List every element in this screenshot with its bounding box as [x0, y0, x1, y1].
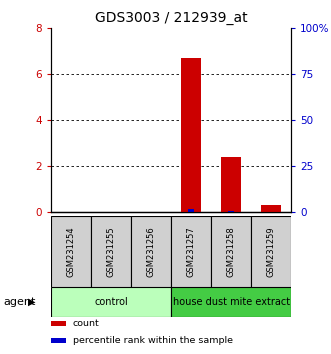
Bar	[188, 210, 194, 212]
Text: GSM231259: GSM231259	[267, 226, 276, 277]
Text: GSM231255: GSM231255	[107, 226, 116, 277]
Text: GSM231256: GSM231256	[147, 226, 156, 277]
Bar	[171, 216, 211, 287]
Bar	[221, 157, 241, 212]
Text: house dust mite extract: house dust mite extract	[173, 297, 290, 307]
Bar	[228, 211, 234, 212]
Bar	[51, 216, 91, 287]
Text: GSM231257: GSM231257	[187, 226, 196, 277]
Bar	[211, 216, 251, 287]
Text: agent: agent	[3, 297, 36, 307]
Bar	[261, 205, 281, 212]
Text: percentile rank within the sample: percentile rank within the sample	[73, 336, 233, 345]
Text: ▶: ▶	[28, 297, 35, 307]
Bar	[91, 216, 131, 287]
Title: GDS3003 / 212939_at: GDS3003 / 212939_at	[95, 11, 248, 24]
Text: control: control	[94, 297, 128, 307]
Text: GSM231258: GSM231258	[227, 226, 236, 277]
Bar	[251, 216, 291, 287]
Bar	[181, 58, 201, 212]
Bar	[51, 338, 66, 343]
Bar	[51, 321, 66, 326]
Text: GSM231254: GSM231254	[67, 226, 76, 277]
Text: count: count	[73, 319, 100, 328]
Bar	[51, 287, 171, 317]
Bar	[131, 216, 171, 287]
Bar	[171, 287, 291, 317]
